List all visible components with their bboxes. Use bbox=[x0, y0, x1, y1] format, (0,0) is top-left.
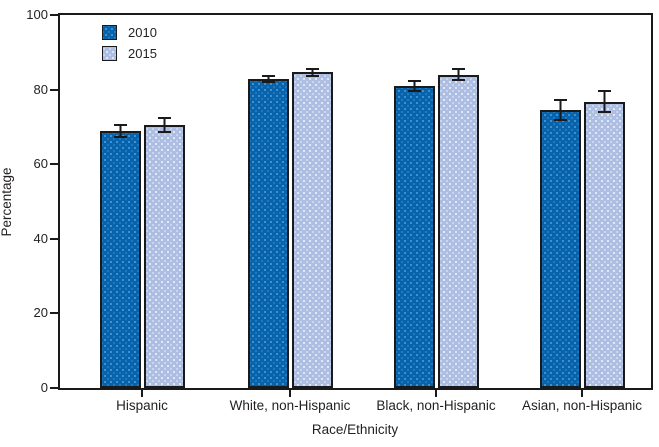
error-bar bbox=[451, 68, 465, 82]
legend-swatch-2015 bbox=[102, 46, 117, 61]
y-tick-label: 60 bbox=[33, 156, 48, 172]
error-bar bbox=[553, 99, 567, 121]
error-bar bbox=[597, 89, 611, 114]
x-axis-title: Race/Ethnicity bbox=[311, 422, 399, 437]
bar-2015-black-non-hispanic bbox=[437, 74, 479, 388]
y-tick-label: 40 bbox=[33, 230, 48, 246]
y-axis-title: Percentage bbox=[0, 167, 14, 237]
x-tick-mark bbox=[435, 390, 437, 397]
bar-2010-white-non-hispanic bbox=[247, 78, 289, 388]
error-bar bbox=[261, 75, 275, 83]
x-tick-mark bbox=[581, 390, 583, 397]
legend-label-2010: 2010 bbox=[128, 25, 157, 40]
plot-area: 2010 2015 bbox=[58, 13, 653, 390]
x-category-label: Hispanic bbox=[116, 398, 168, 413]
x-category-label: Black, non-Hispanic bbox=[376, 398, 496, 413]
legend-item-2010: 2010 bbox=[102, 25, 157, 40]
legend-swatch-2010 bbox=[102, 25, 117, 40]
legend-label-2015: 2015 bbox=[128, 46, 157, 61]
y-tick-label: 100 bbox=[26, 7, 48, 22]
x-tick-mark bbox=[289, 390, 291, 397]
y-tick-mark bbox=[50, 237, 58, 240]
y-tick-mark bbox=[50, 387, 58, 389]
error-bar bbox=[305, 68, 319, 77]
y-tick-mark bbox=[50, 14, 58, 16]
y-tick-mark bbox=[50, 312, 58, 315]
bar-2010-hispanic bbox=[99, 131, 141, 388]
y-tick-mark bbox=[50, 163, 58, 166]
bar-2015-asian-non-hispanic bbox=[583, 101, 625, 388]
legend-item-2015: 2015 bbox=[102, 46, 157, 61]
bar-2010-asian-non-hispanic bbox=[539, 110, 581, 388]
bar-2015-hispanic bbox=[143, 124, 185, 388]
y-tick-label: 20 bbox=[33, 305, 48, 321]
bar-2010-black-non-hispanic bbox=[393, 86, 435, 388]
y-tick-label: 0 bbox=[40, 380, 48, 395]
bar-2015-white-non-hispanic bbox=[291, 72, 333, 388]
error-bar bbox=[113, 123, 127, 139]
legend: 2010 2015 bbox=[102, 25, 157, 61]
error-bar bbox=[157, 116, 171, 133]
y-tick-mark bbox=[50, 88, 58, 91]
x-category-label: White, non-Hispanic bbox=[229, 398, 351, 413]
x-category-label: Asian, non-Hispanic bbox=[521, 398, 643, 413]
x-tick-mark bbox=[141, 390, 143, 397]
error-bar bbox=[407, 80, 421, 93]
y-tick-label: 80 bbox=[33, 81, 48, 97]
